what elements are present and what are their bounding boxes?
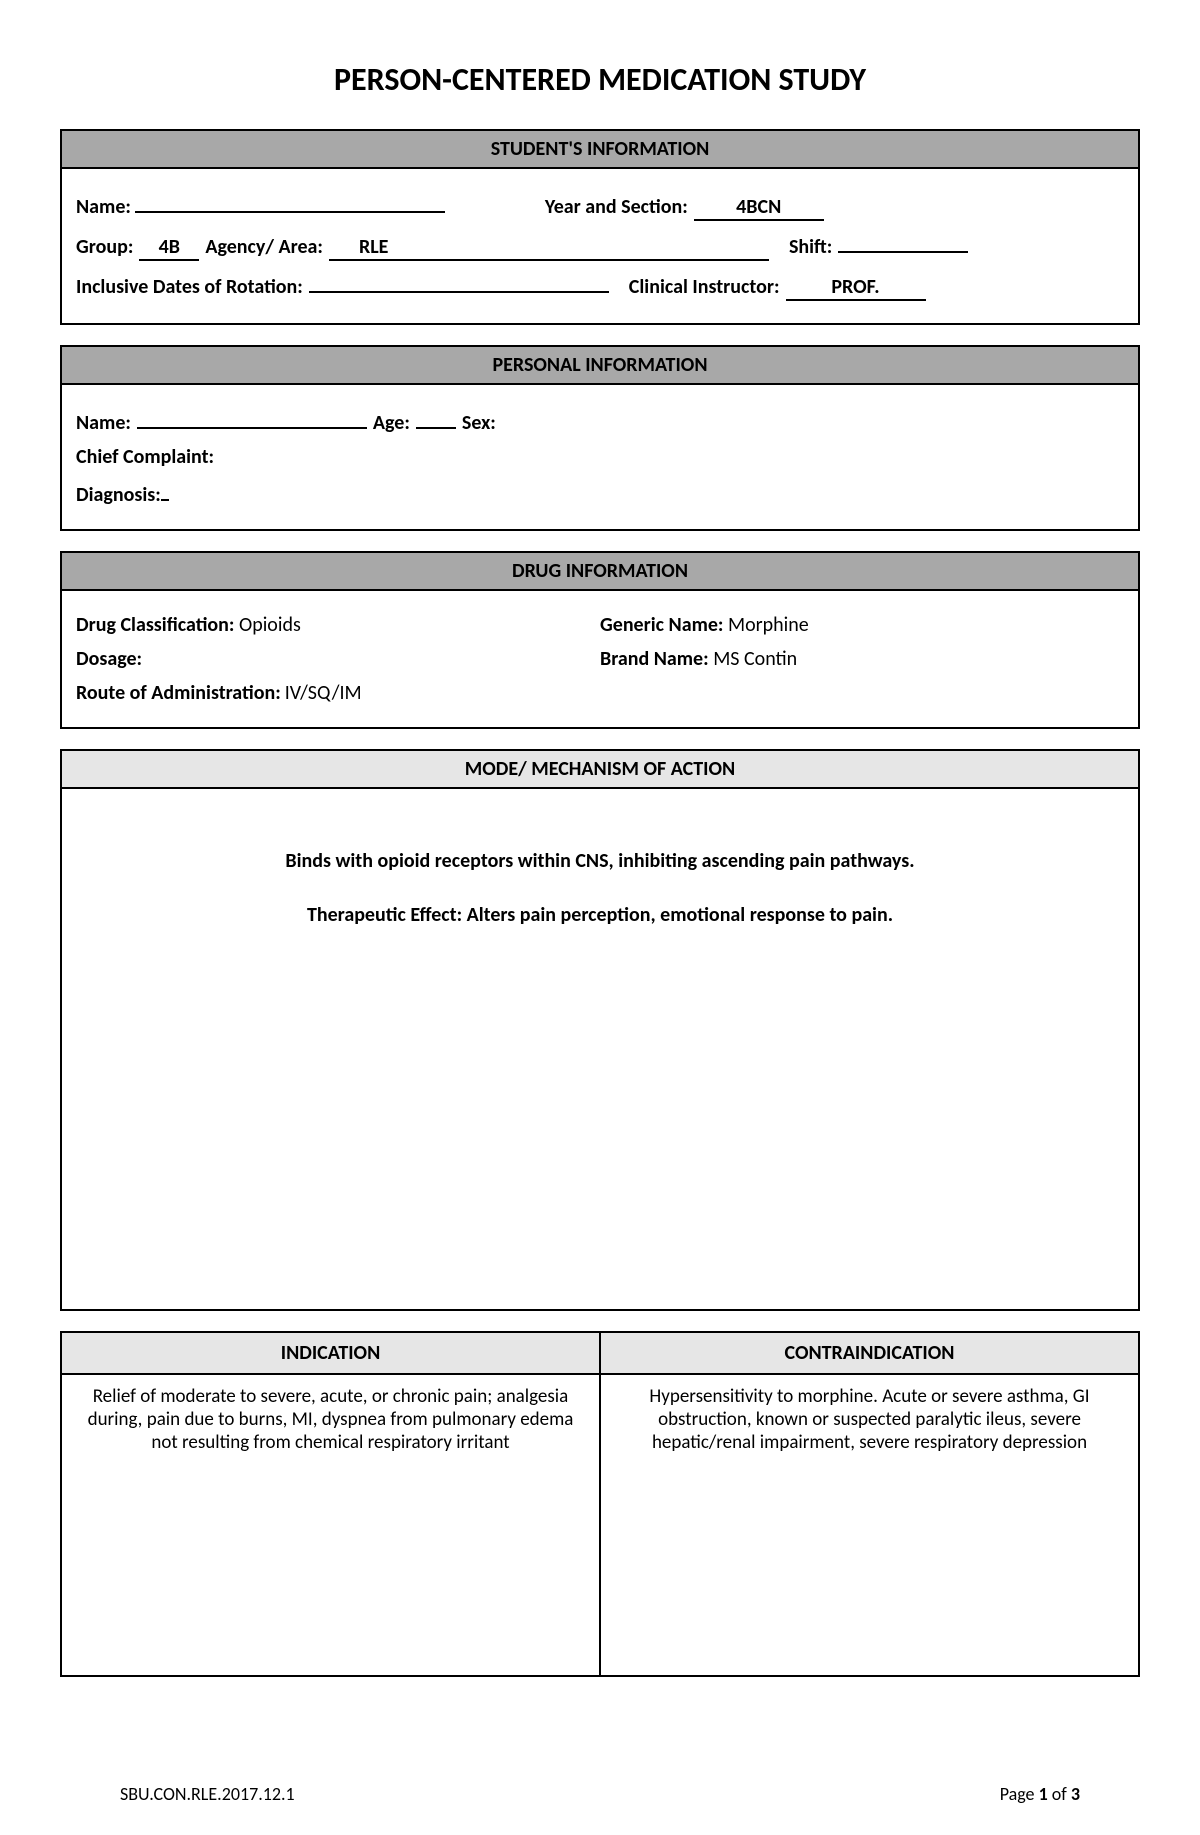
ic-body-row: Relief of moderate to severe, acute, or … xyxy=(62,1375,1138,1675)
personal-row-2: Chief Complaint: xyxy=(76,445,1124,469)
student-info-body: Name: Year and Section: 4BCN Group: 4B A… xyxy=(62,169,1138,323)
year-section-value: 4BCN xyxy=(694,195,824,221)
diagnosis-label: Diagnosis: xyxy=(76,483,161,507)
ic-header-row: INDICATION CONTRAINDICATION xyxy=(62,1333,1138,1375)
diagnosis-blank xyxy=(161,479,169,501)
contraindication-header: CONTRAINDICATION xyxy=(601,1333,1138,1375)
drug-info-body: Drug Classification: Opioids Generic Nam… xyxy=(62,591,1138,727)
contraindication-text: Hypersensitivity to morphine. Acute or s… xyxy=(601,1375,1138,1675)
year-section-label: Year and Section: xyxy=(545,195,688,219)
age-label: Age: xyxy=(373,411,410,435)
page-of: of xyxy=(1052,1783,1067,1805)
footer-code: SBU.CON.RLE.2017.12.1 xyxy=(120,1783,295,1805)
document-title: PERSON-CENTERED MEDICATION STUDY xyxy=(60,60,1140,99)
student-row-3: Inclusive Dates of Rotation: Clinical In… xyxy=(76,271,1124,301)
personal-info-section: PERSONAL INFORMATION Name: Age: Sex: Chi… xyxy=(60,345,1140,531)
generic-label: Generic Name: xyxy=(600,613,723,637)
indication-contraindication-table: INDICATION CONTRAINDICATION Relief of mo… xyxy=(60,1331,1140,1677)
student-info-header: STUDENT'S INFORMATION xyxy=(62,131,1138,169)
route-value: IV/SQ/IM xyxy=(285,681,362,705)
page-footer: SBU.CON.RLE.2017.12.1 Page 1 of 3 xyxy=(120,1783,1080,1805)
shift-blank xyxy=(838,231,968,253)
instructor-value: PROF. xyxy=(786,275,926,301)
group-label: Group: xyxy=(76,235,133,259)
page-label: Page xyxy=(1000,1783,1035,1805)
route-label: Route of Administration: xyxy=(76,681,281,705)
mode-body: Binds with opioid receptors within CNS, … xyxy=(62,789,1138,1309)
name-blank xyxy=(135,191,445,213)
mode-line-2: Therapeutic Effect: Alters pain percepti… xyxy=(82,903,1118,927)
page-number: Page 1 of 3 xyxy=(1000,1783,1080,1805)
student-row-1: Name: Year and Section: 4BCN xyxy=(76,191,1124,221)
rotation-blank xyxy=(309,271,609,293)
p-name-blank xyxy=(137,407,367,429)
brand-value: MS Contin xyxy=(713,647,797,671)
dosage-label: Dosage: xyxy=(76,647,142,671)
page-total: 3 xyxy=(1071,1783,1080,1805)
group-value: 4B xyxy=(139,235,199,261)
brand-label: Brand Name: xyxy=(600,647,709,671)
instructor-label: Clinical Instructor: xyxy=(629,275,780,299)
mode-section: MODE/ MECHANISM OF ACTION Binds with opi… xyxy=(60,749,1140,1311)
drug-row-1: Drug Classification: Opioids Generic Nam… xyxy=(76,613,1124,637)
personal-info-body: Name: Age: Sex: Chief Complaint: Diagnos… xyxy=(62,385,1138,529)
age-blank xyxy=(416,407,456,429)
agency-label: Agency/ Area: xyxy=(205,235,323,259)
rotation-label: Inclusive Dates of Rotation: xyxy=(76,275,303,299)
indication-text: Relief of moderate to severe, acute, or … xyxy=(62,1375,601,1675)
personal-info-header: PERSONAL INFORMATION xyxy=(62,347,1138,385)
classification-value: Opioids xyxy=(239,613,301,637)
personal-row-3: Diagnosis: xyxy=(76,479,1124,507)
page-current: 1 xyxy=(1039,1783,1048,1805)
drug-row-3: Route of Administration: IV/SQ/IM xyxy=(76,681,1124,705)
chief-complaint-label: Chief Complaint: xyxy=(76,445,214,469)
page: PERSON-CENTERED MEDICATION STUDY STUDENT… xyxy=(0,0,1200,1835)
generic-value: Morphine xyxy=(728,613,809,637)
classification-label: Drug Classification: xyxy=(76,613,234,637)
drug-row-2: Dosage: Brand Name: MS Contin xyxy=(76,647,1124,671)
indication-header: INDICATION xyxy=(62,1333,601,1375)
sex-label: Sex: xyxy=(462,411,496,435)
shift-label: Shift: xyxy=(789,235,832,259)
student-info-section: STUDENT'S INFORMATION Name: Year and Sec… xyxy=(60,129,1140,325)
drug-info-section: DRUG INFORMATION Drug Classification: Op… xyxy=(60,551,1140,729)
drug-info-header: DRUG INFORMATION xyxy=(62,553,1138,591)
mode-line-1: Binds with opioid receptors within CNS, … xyxy=(82,849,1118,873)
agency-value: RLE xyxy=(329,235,769,261)
name-label: Name: xyxy=(76,195,131,219)
mode-header: MODE/ MECHANISM OF ACTION xyxy=(62,751,1138,789)
personal-row-1: Name: Age: Sex: xyxy=(76,407,1124,435)
student-row-2: Group: 4B Agency/ Area: RLE Shift: xyxy=(76,231,1124,261)
p-name-label: Name: xyxy=(76,411,131,435)
